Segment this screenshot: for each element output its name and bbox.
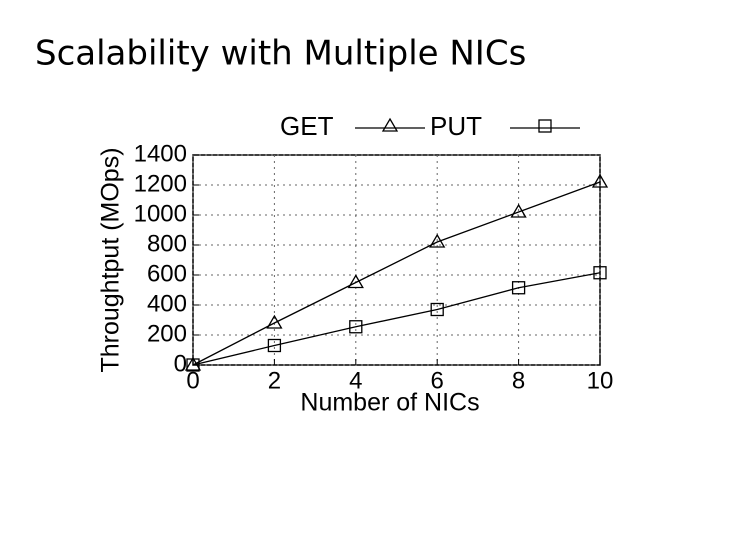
marker — [347, 274, 364, 289]
marker — [349, 320, 363, 334]
y-tick-label: 600 — [147, 260, 187, 287]
x-axis-label: Number of NICs — [300, 389, 479, 417]
plot-frame — [192, 154, 601, 366]
marker — [186, 358, 200, 372]
y-axis-label: Throughtput (MOps) — [97, 147, 125, 372]
slide-title: Scalability with Multiple NICs — [35, 34, 526, 74]
y-tick-label: 1000 — [134, 200, 187, 227]
line — [192, 181, 601, 366]
x-tick-label: 6 — [431, 367, 444, 394]
y-tick-label: 0 — [174, 350, 187, 377]
y-tick-label: 400 — [147, 290, 187, 317]
marker — [267, 338, 282, 353]
marker — [266, 314, 283, 329]
marker — [430, 302, 444, 317]
marker — [510, 203, 527, 218]
x-tick-label: 10 — [587, 367, 614, 394]
legend-label: PUT — [430, 111, 482, 141]
y-tick-label: 1400 — [134, 140, 187, 167]
marker — [591, 173, 609, 188]
marker — [511, 281, 526, 295]
y-tick-label: 200 — [147, 320, 187, 347]
x-tick-label: 0 — [186, 367, 199, 394]
line — [192, 272, 601, 366]
y-tick-label: 1200 — [134, 170, 187, 197]
marker — [429, 233, 446, 248]
marker — [593, 266, 607, 280]
x-tick-label: 2 — [268, 367, 281, 394]
x-tick-label: 8 — [512, 367, 525, 394]
legend-marker — [381, 117, 399, 132]
y-tick-label: 800 — [147, 230, 187, 257]
x-tick-label: 4 — [349, 367, 362, 394]
legend-marker — [538, 119, 552, 133]
legend-label: GET — [280, 111, 334, 141]
